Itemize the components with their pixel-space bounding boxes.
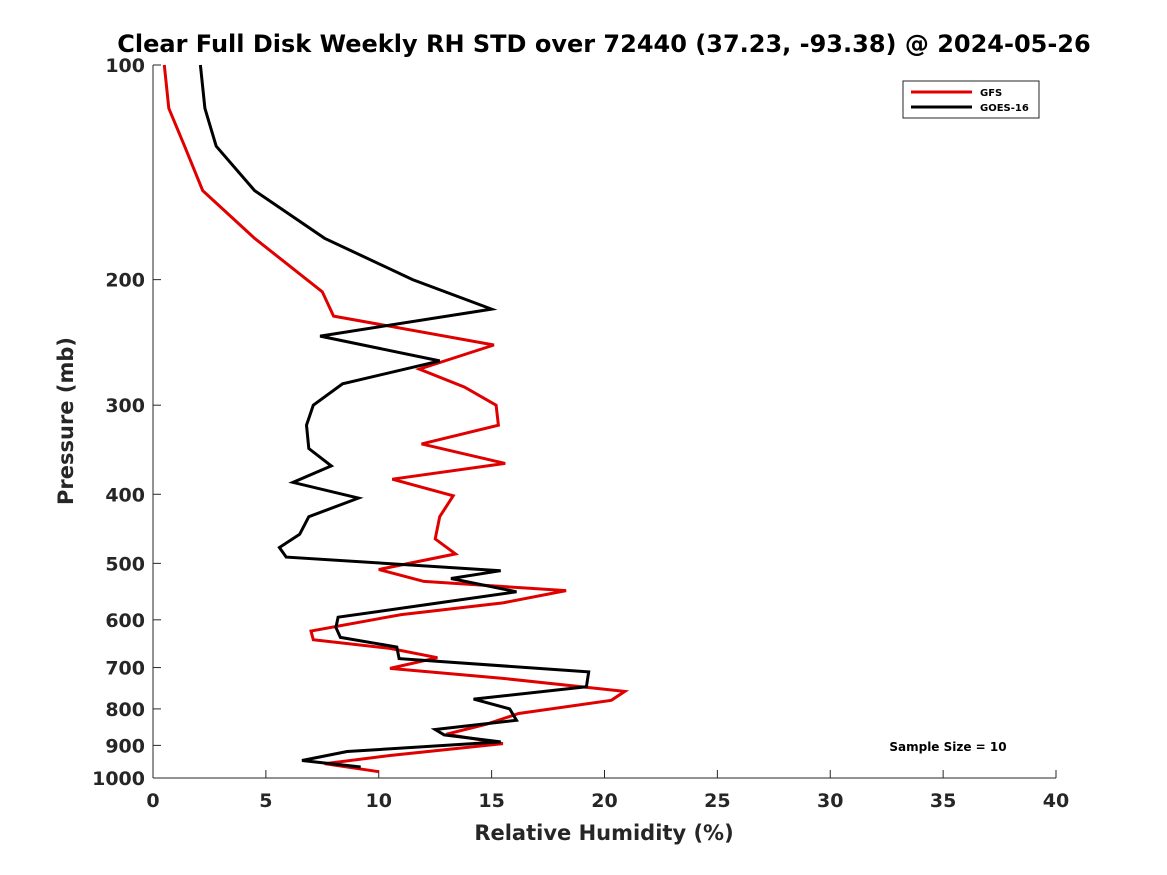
x-tick-label: 0 xyxy=(146,790,159,812)
y-tick-label: 300 xyxy=(105,395,145,417)
x-axis-ticks: 0 5 10 15 20 25 30 35 40 xyxy=(146,770,1069,812)
y-axis-label: Pressure (mb) xyxy=(54,337,78,505)
plot-area: 0 5 10 15 20 25 30 35 40 100 200 300 400 500 600 700 80… xyxy=(92,55,1069,812)
legend-label-goes16: GOES-16 xyxy=(980,103,1029,114)
y-tick-label: 400 xyxy=(105,484,145,506)
x-tick-label: 40 xyxy=(1043,790,1069,812)
y-tick-label: 200 xyxy=(105,270,145,292)
y-tick-label: 500 xyxy=(105,553,145,575)
y-tick-label: 900 xyxy=(105,735,145,757)
chart-title: Clear Full Disk Weekly RH STD over 72440… xyxy=(117,30,1090,58)
y-axis-ticks: 100 200 300 400 500 600 700 800 900 1000 xyxy=(92,55,161,790)
legend-label-gfs: GFS xyxy=(980,88,1002,99)
y-tick-label: 600 xyxy=(105,610,145,632)
sample-size-annotation: Sample Size = 10 xyxy=(889,740,1006,754)
series-line-goes16 xyxy=(198,64,591,769)
x-tick-label: 30 xyxy=(817,790,843,812)
x-tick-label: 20 xyxy=(591,790,617,812)
x-tick-label: 5 xyxy=(259,790,272,812)
series-lines xyxy=(162,64,630,774)
x-tick-label: 15 xyxy=(478,790,504,812)
x-tick-label: 25 xyxy=(704,790,730,812)
x-tick-label: 10 xyxy=(366,790,392,812)
legend-box xyxy=(902,80,1040,119)
legend: GFS GOES-16 xyxy=(902,80,1040,119)
y-tick-label: 800 xyxy=(105,699,145,721)
y-tick-label: 100 xyxy=(105,55,145,77)
x-tick-label: 35 xyxy=(930,790,956,812)
x-axis-label: Relative Humidity (%) xyxy=(474,821,733,845)
y-tick-label: 1000 xyxy=(92,768,145,790)
y-tick-label: 700 xyxy=(105,658,145,680)
